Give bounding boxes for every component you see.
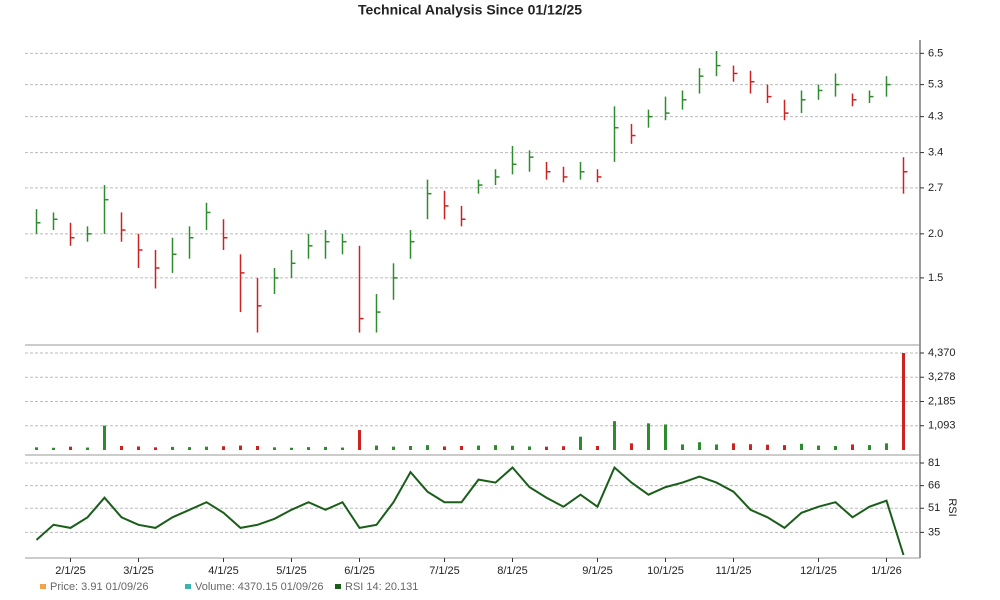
volume-bar	[290, 447, 293, 450]
volume-bar	[392, 446, 395, 450]
volume-bar	[375, 445, 378, 450]
volume-bar	[562, 446, 565, 450]
volume-bar	[188, 447, 191, 450]
volume-bar	[511, 445, 514, 450]
y-tick-label: 81	[928, 457, 940, 469]
x-tick-label: 1/1/26	[871, 565, 902, 577]
y-tick-label: 51	[928, 502, 940, 514]
x-tick-label: 2/1/25	[55, 565, 86, 577]
volume-bar	[528, 446, 531, 450]
volume-bar	[222, 446, 225, 450]
legend-entry: Price: 3.91 01/09/26	[50, 581, 148, 593]
volume-bar	[885, 443, 888, 450]
volume-bar	[715, 444, 718, 450]
y-tick-label: 5.3	[928, 79, 943, 91]
volume-bar	[171, 446, 174, 450]
volume-bar	[868, 445, 871, 450]
y-axis-label: RSI	[946, 498, 958, 516]
volume-bar	[613, 421, 616, 450]
volume-bar	[783, 445, 786, 450]
y-tick-label: 6.5	[928, 47, 943, 59]
volume-bar	[477, 445, 480, 450]
legend-swatch	[335, 584, 341, 589]
legend-swatch	[185, 584, 191, 589]
volume-bar	[426, 445, 429, 450]
y-tick-label: 2,185	[928, 395, 956, 407]
x-tick-label: 11/1/25	[716, 565, 752, 577]
y-tick-label: 4.3	[928, 111, 943, 123]
volume-bar	[630, 443, 633, 450]
volume-bar	[103, 425, 106, 450]
volume-bar	[494, 445, 497, 450]
volume-bar	[817, 445, 820, 450]
volume-bar	[409, 446, 412, 450]
volume-bar	[52, 447, 55, 450]
volume-bar	[273, 447, 276, 450]
y-tick-label: 1.5	[928, 272, 943, 284]
y-tick-label: 3.4	[928, 146, 943, 158]
y-tick-label: 2.0	[928, 228, 943, 240]
x-tick-label: 5/1/25	[276, 565, 307, 577]
y-tick-label: 3,278	[928, 371, 956, 383]
volume-bar	[205, 446, 208, 450]
volume-bar	[120, 446, 123, 450]
volume-bar	[86, 447, 89, 450]
y-tick-label: 4,370	[928, 347, 956, 359]
volume-bar	[154, 447, 157, 450]
x-tick-label: 10/1/25	[647, 565, 684, 577]
x-tick-label: 4/1/25	[208, 565, 239, 577]
y-tick-label: 35	[928, 526, 940, 538]
legend-swatch	[40, 584, 46, 589]
x-tick-label: 12/1/25	[800, 565, 837, 577]
volume-bar	[834, 446, 837, 450]
volume-bar	[681, 444, 684, 450]
volume-bar	[256, 446, 259, 450]
x-tick-label: 8/1/25	[497, 565, 528, 577]
volume-bar	[324, 446, 327, 450]
volume-bar	[766, 444, 769, 450]
volume-bar	[698, 442, 701, 450]
volume-bar	[35, 447, 38, 450]
volume-bar	[69, 446, 72, 450]
y-tick-label: 2.7	[928, 182, 943, 194]
legend-entry: RSI 14: 20.131	[345, 581, 418, 593]
chart-title: Technical Analysis Since 01/12/25	[358, 2, 582, 18]
volume-bar	[307, 447, 310, 450]
volume-bar	[358, 430, 361, 450]
volume-bar	[800, 443, 803, 450]
volume-bar	[460, 446, 463, 450]
volume-bar	[596, 446, 599, 450]
x-tick-label: 6/1/25	[344, 565, 375, 577]
x-tick-label: 9/1/25	[582, 565, 613, 577]
volume-bar	[341, 447, 344, 450]
x-tick-label: 3/1/25	[123, 565, 154, 577]
y-tick-label: 66	[928, 480, 940, 492]
volume-bar	[545, 446, 548, 450]
x-tick-label: 7/1/25	[429, 565, 460, 577]
legend-entry: Volume: 4370.15 01/09/26	[195, 581, 323, 593]
volume-bar	[239, 445, 242, 450]
volume-bar	[137, 446, 140, 450]
volume-bar	[749, 444, 752, 450]
volume-bar	[443, 446, 446, 450]
volume-bar	[732, 443, 735, 450]
volume-bar	[647, 423, 650, 450]
rsi-line	[35, 465, 905, 556]
volume-bar	[579, 436, 582, 450]
y-tick-label: 1,093	[928, 420, 956, 432]
volume-bar	[851, 444, 854, 450]
volume-bar	[664, 424, 667, 450]
volume-bar	[902, 353, 905, 450]
